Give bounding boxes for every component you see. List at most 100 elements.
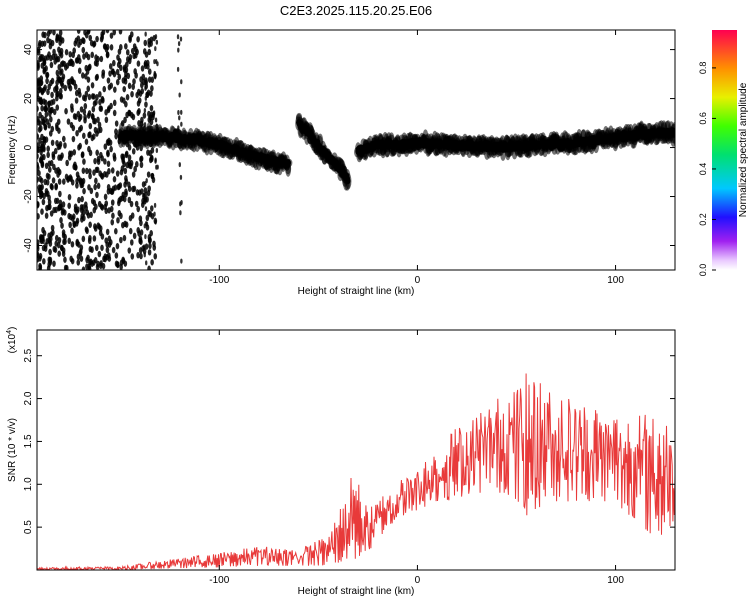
spectrogram-noise-cell <box>52 260 56 267</box>
spectrogram-noise-cell <box>88 122 93 130</box>
spectrogram-noise-cell <box>62 178 66 185</box>
spectrogram-noise-cell <box>117 73 122 81</box>
spectrogram-noise-cell <box>156 61 159 67</box>
spectrogram-noise-cell <box>83 117 87 124</box>
spectrogram-noise-cell <box>75 182 79 189</box>
spectrogram-noise-cell <box>109 32 114 39</box>
spectrogram-noise-cell <box>115 170 120 177</box>
spectrogram-noise-cell <box>73 161 77 168</box>
spectrogram-ylabel: Frequency (Hz) <box>7 116 18 185</box>
spectrogram-noise-cell <box>110 199 115 206</box>
spectrogram-noise-cell <box>87 184 91 191</box>
spectrogram-noise-cell <box>39 145 44 153</box>
spectrogram-noise-cell <box>46 36 50 44</box>
spectrogram-noise-cell <box>117 48 122 55</box>
spectrogram-noise-cell <box>142 192 146 198</box>
spectrogram-noise-cell <box>37 164 40 172</box>
spectrogram-noise-cell <box>76 174 81 182</box>
spectrogram-noise-cell <box>81 266 86 270</box>
spectrogram-noise-cell <box>127 247 132 254</box>
spectrogram-noise-cell <box>143 223 146 229</box>
spectrogram-noise-cell <box>154 158 157 164</box>
spectrogram-noise-cell <box>86 30 91 34</box>
spectrogram-noise-cell <box>109 44 114 51</box>
spectrogram-noise-cell <box>40 87 45 95</box>
spectrogram-noise-cell <box>93 183 97 191</box>
spectrogram-noise-cell <box>128 227 133 235</box>
spectrogram-noise-cell <box>57 46 61 53</box>
spectrogram-noise-cell <box>72 220 76 227</box>
spectrogram-noise-cell <box>51 177 56 184</box>
spectrogram-noise-cell <box>122 85 127 93</box>
spectrogram-noise-cell <box>179 36 183 42</box>
spectrogram-noise-cell <box>130 90 134 98</box>
spectrogram-noise-cell <box>149 111 154 119</box>
spectrogram-noise-cell <box>179 210 182 216</box>
spectrogram-noise-cell <box>74 97 79 104</box>
spectrogram-noise-cell <box>92 40 97 47</box>
spectrogram-noise-cell <box>55 104 60 111</box>
spectrogram-noise-cell <box>152 240 156 248</box>
spectrogram-ytick-label: -40 <box>23 238 34 253</box>
spectrogram-noise-cell <box>56 241 61 249</box>
spectrogram-noise-cell <box>50 139 55 146</box>
spectrogram-noise-cell <box>150 155 154 163</box>
spectrogram-noise-cell <box>57 178 62 185</box>
spectrogram-noise-cell <box>38 262 42 270</box>
spectrogram-noise-cell <box>114 228 118 235</box>
spectrogram-ytick-label: 20 <box>23 93 34 105</box>
spectrogram-noise-cell <box>180 109 183 115</box>
spectrogram-noise-cell <box>68 51 73 58</box>
spectrogram-noise-cell <box>108 63 113 70</box>
spectrogram-noise-cell <box>128 214 133 222</box>
spectrogram-noise-cell <box>155 39 159 45</box>
spectrogram-noise-cell <box>114 133 118 140</box>
spectrogram-noise-cell <box>93 157 97 165</box>
spectrogram-noise-cell <box>43 116 47 123</box>
spectrogram-noise-cell <box>154 219 157 225</box>
spectrogram-noise-cell <box>57 250 61 257</box>
spectrogram-noise-cell <box>147 209 151 217</box>
spectrogram-noise-cell <box>114 252 119 259</box>
colorbar-tick-label: 0.4 <box>698 163 708 176</box>
spectrogram-noise-cell <box>39 53 43 61</box>
spectrogram-noise-cell <box>90 93 95 100</box>
spectrogram-noise-cell <box>106 77 111 84</box>
spectrogram-noise-cell <box>139 156 143 163</box>
spectrogram-noise-cell <box>147 68 152 75</box>
spectrogram-noise-cell <box>45 204 49 212</box>
spectrogram-noise-cell <box>37 133 40 140</box>
spectrogram-noise-cell <box>95 191 99 199</box>
spectrogram-noise-cell <box>177 47 180 53</box>
spectrogram-noise-cell <box>49 54 53 62</box>
spectrogram-noise-cell <box>52 48 56 56</box>
spectrogram-noise-cell <box>95 94 99 101</box>
spectrogram-noise-cell <box>51 151 56 158</box>
spectrogram-noise-cell <box>88 221 92 228</box>
spectrogram-noise-cell <box>80 195 84 203</box>
spectrogram-noise-cell <box>84 64 89 72</box>
spectrogram-noise-cell <box>89 258 93 265</box>
spectrogram-noise-cell <box>48 259 53 266</box>
spectrogram-noise-cell <box>43 55 48 62</box>
spectrogram-noise-cell <box>67 212 71 220</box>
spectrogram-noise-cell <box>144 180 147 186</box>
spectrogram-noise-cell <box>122 234 127 242</box>
spectrogram-noise-cell <box>110 167 115 174</box>
spectrogram-noise-cell <box>93 126 98 134</box>
spectrogram-noise-cell <box>77 41 81 48</box>
spectrogram-noise-cell <box>150 259 154 266</box>
spectrogram-noise-cell <box>130 47 135 55</box>
spectrogram-noise-cell <box>49 159 54 167</box>
spectrogram-noise-cell <box>96 116 100 123</box>
spectrogram-noise-cell <box>132 232 137 240</box>
spectrogram-noise-cell <box>61 229 66 236</box>
spectrogram-noise-cell <box>80 178 84 186</box>
spectrogram-noise-cell <box>71 135 76 143</box>
spectrogram-noise-cell <box>135 91 139 99</box>
spectrogram-noise-cell <box>87 93 92 101</box>
spectrogram-noise-cell <box>75 217 80 225</box>
spectrogram-noise-cell <box>44 187 49 195</box>
spectrogram-noise-cell <box>57 204 62 211</box>
spectrogram-noise-cell <box>37 169 41 177</box>
